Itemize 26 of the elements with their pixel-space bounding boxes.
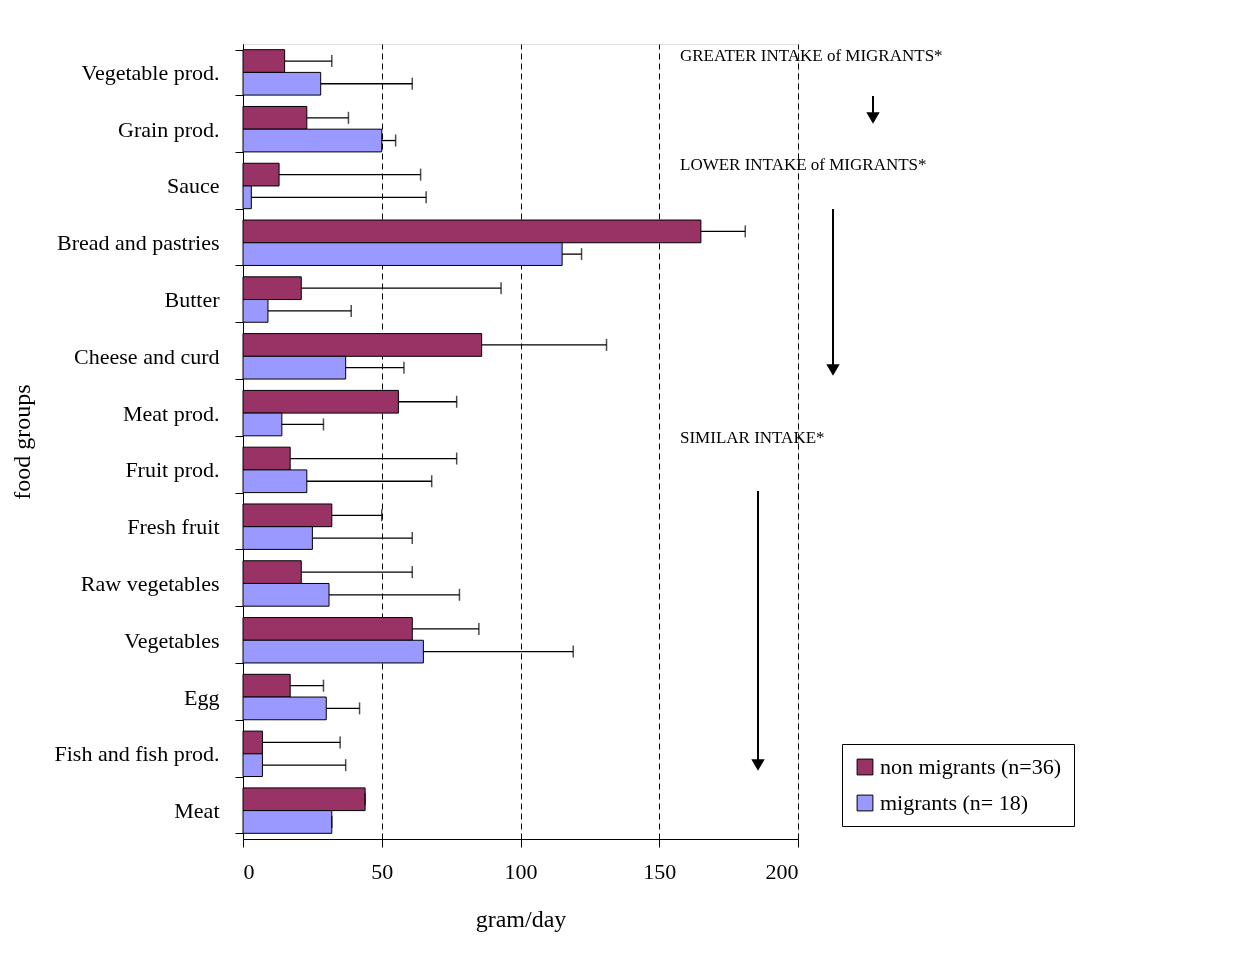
- y-tick-label: Butter: [164, 287, 221, 313]
- y-tick-label: Grain prod.: [118, 116, 220, 142]
- y-tick-label: Vegetable prod.: [81, 59, 220, 85]
- x-tick-label: 150: [643, 858, 677, 884]
- y-tick-label: Fresh fruit: [127, 514, 220, 540]
- x-tick-label: 50: [371, 858, 394, 884]
- annotation: GREATER INTAKE of MIGRANTS*: [680, 46, 943, 65]
- y-tick-label: Meat: [174, 798, 220, 824]
- y-tick-label: Bread and pastries: [57, 230, 220, 256]
- x-axis-title: gram/day: [475, 905, 567, 932]
- y-axis-title: food groups: [8, 384, 35, 500]
- y-tick-label: Fruit prod.: [125, 457, 220, 483]
- y-tick-label: Sauce: [166, 173, 220, 199]
- x-tick-label: 200: [765, 858, 799, 884]
- y-tick-label: Fish and fish prod.: [54, 741, 220, 767]
- y-tick-label: Cheese and curd: [74, 343, 220, 369]
- x-tick-label: 100: [504, 858, 538, 884]
- y-tick-label: Egg: [184, 684, 220, 710]
- y-tick-label: Vegetables: [124, 627, 220, 653]
- legend-label: non migrants (n=36): [880, 754, 1062, 779]
- legend-label: migrants (n= 18): [880, 790, 1029, 815]
- y-tick-label: Raw vegetables: [80, 570, 220, 596]
- annotation: LOWER INTAKE of MIGRANTS*: [680, 155, 927, 174]
- annotation: SIMILAR INTAKE*: [680, 427, 825, 447]
- y-tick-label: Meat prod.: [122, 400, 220, 426]
- x-tick-label: 0: [243, 858, 255, 884]
